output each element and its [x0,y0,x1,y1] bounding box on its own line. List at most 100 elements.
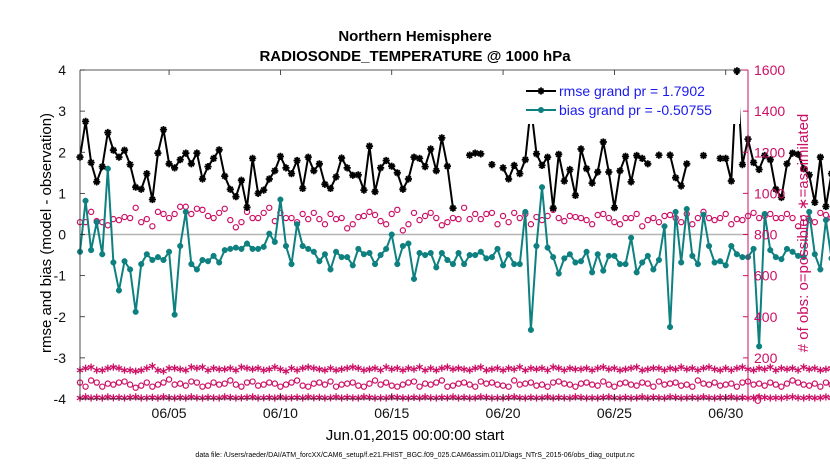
bias-point [249,245,256,252]
obs-possible-low-point [210,379,217,386]
bias-point [416,249,423,257]
bias-point [282,242,290,250]
rmse-point [104,128,112,137]
rmse-point [805,171,813,179]
bias-point [177,242,184,250]
legend-label-bias: bias grand pr = -0.50755 [559,102,712,118]
obs-possible-point [210,214,217,222]
rmse-point [343,164,351,172]
obs-assimilated-point [666,364,674,372]
obs-possible-point [505,218,512,226]
obs-assimilated-point [365,365,373,373]
bias-point [633,269,640,276]
rmse-point [332,173,340,181]
legend-marker-bias [538,107,544,113]
bias-point [533,242,540,250]
y-axis-right-label: # of obs: o=possible; ∗=assimilated [795,114,812,353]
obs-assimilated-point [98,366,106,374]
obs-assimilated-point [249,365,257,373]
bias-point [166,248,173,255]
obs-assimilated-point [772,366,780,374]
obs-possible-low-point [544,383,551,390]
obs-assimilated-point [338,365,346,373]
obs-assimilated-low-point [805,393,813,401]
obs-assimilated-point [716,366,724,374]
obs-assimilated-point [482,366,490,374]
obs-assimilated-point [421,366,429,374]
obs-possible-point [499,212,507,220]
obs-possible-low-point [399,381,407,388]
obs-assimilated-point [404,364,412,372]
rmse-point [549,204,557,212]
bias-point [650,266,657,273]
bias-point [511,261,518,268]
obs-assimilated-low-point [766,394,774,402]
rmse-point [555,150,563,158]
obs-assimilated-point [182,366,190,374]
obs-possible-point [204,212,212,220]
obs-assimilated-point [243,364,251,372]
rmse-point [276,152,284,160]
bias-point [394,261,401,268]
y-tick-label: -2 [54,309,67,325]
bias-point [811,251,818,258]
obs-possible-low-point [711,379,718,386]
bias-point [589,269,596,276]
rmse-point [265,175,273,183]
obs-possible-low-point [511,377,518,384]
obs-assimilated-point [388,365,396,373]
bias-point [667,323,674,331]
rmse-point [594,168,602,176]
bias-point [566,251,573,258]
obs-assimilated-point [750,366,758,374]
rmse-point [816,153,824,161]
rmse-point [616,167,624,175]
obs-assimilated-point [360,366,368,374]
obs-possible-low-point [694,377,702,384]
obs-assimilated-point [811,364,819,372]
obs-assimilated-point [410,365,418,373]
obs-assimilated-point [588,366,596,374]
obs-assimilated-point [165,364,173,372]
rmse-point [410,153,418,161]
obs-assimilated-point [293,366,301,374]
obs-possible-point [650,214,657,222]
obs-assimilated-point [705,363,713,371]
obs-possible-point [750,209,757,217]
bias-point [750,245,757,252]
obs-assimilated-point [382,363,390,371]
obs-possible-low-point [366,380,373,387]
obs-assimilated-point [828,365,830,371]
obs-possible-point [399,227,407,234]
obs-assimilated-point [722,364,730,372]
obs-assimilated-point [488,365,496,373]
bias-point [639,259,646,266]
y-right-tick-label: 800 [754,227,778,243]
y-right-tick-label: 1600 [754,62,785,78]
bias-point [216,259,223,266]
obs-assimilated-point [683,365,691,373]
obs-assimilated-point [766,363,774,371]
obs-assimilated-point [315,365,323,373]
bias-point [700,211,707,218]
rmse-point [722,154,730,162]
bias-point [271,238,278,245]
obs-possible-point [616,221,624,228]
obs-assimilated-point [672,365,680,373]
obs-possible-low-point [138,382,145,389]
bias-point [444,256,451,264]
obs-assimilated-point [193,364,201,372]
obs-possible-point [611,218,618,226]
obs-possible-point [165,214,173,222]
bias-point [550,254,557,261]
obs-possible-low-point [767,379,774,386]
obs-possible-point [421,212,429,220]
obs-possible-point [588,221,596,228]
obs-possible-point [388,210,395,218]
bias-point [232,244,239,251]
bias-point [255,245,262,252]
obs-possible-low-point [650,383,657,390]
obs-assimilated-point [232,366,240,374]
bias-point [149,256,156,264]
obs-possible-point [666,211,674,219]
